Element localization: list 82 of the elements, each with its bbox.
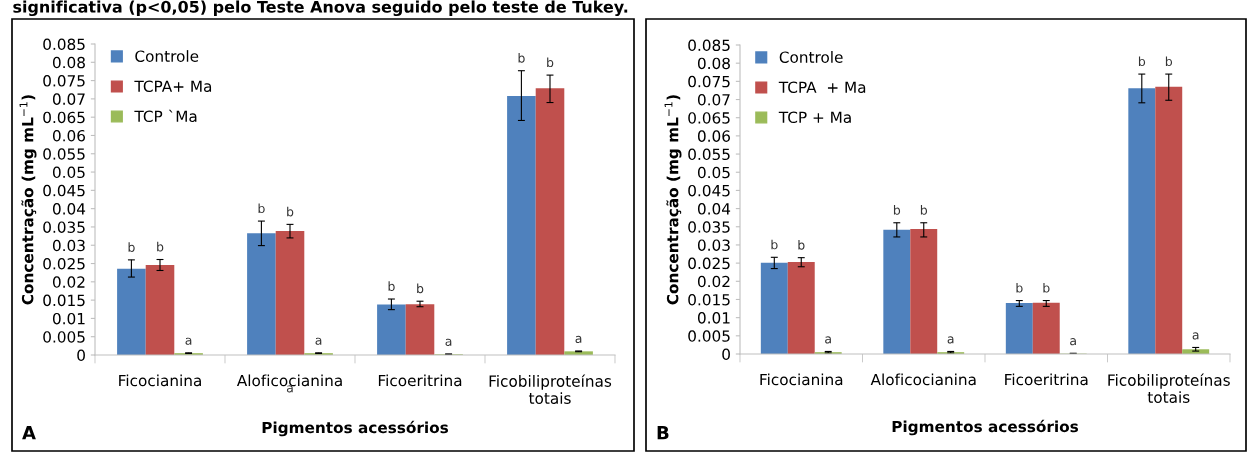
data-label: b [518, 53, 525, 63]
data-label: a [575, 335, 582, 343]
x-tick-label: Ficobiliproteínas totais [489, 374, 612, 404]
y-tick-label: 0.065 [43, 111, 85, 124]
data-label: b [920, 205, 928, 215]
data-label: b [1016, 282, 1023, 293]
text: A [22, 426, 36, 440]
data-label: a [445, 338, 452, 346]
legend-label: Controle [135, 50, 199, 62]
data-label: a [947, 336, 954, 344]
y-tick-label: 0.035 [43, 221, 85, 233]
y-tick-label: 0.07 [697, 93, 730, 106]
data-label: b [128, 242, 135, 252]
y-tick-label: 0.045 [43, 184, 85, 197]
y-tick-label: 0.02 [697, 275, 730, 288]
y-tick-label: 0.06 [697, 130, 731, 142]
y-tick-label: 0.015 [688, 293, 730, 306]
y-axis-title: Concentração (mg mL$^{−1}$) [19, 95, 37, 305]
data-label: b [287, 206, 294, 217]
y-tick-label: 0.005 [688, 330, 730, 342]
y-tick-label: 0.065 [688, 112, 730, 124]
y-tick-label: 0.055 [43, 148, 85, 160]
y-tick-label: 0.055 [688, 148, 730, 161]
data-label: a [1192, 332, 1199, 340]
data-label: a [315, 337, 322, 345]
y-tick-label: 0.04 [697, 203, 731, 215]
y-tick-label: 0.045 [688, 184, 730, 197]
y-tick-label: 0 [77, 349, 85, 362]
data-label: b [893, 205, 901, 215]
y-tick-label: 0.075 [688, 75, 730, 88]
data-label: b [417, 283, 424, 294]
x-tick-label: Aloficocianina [236, 374, 342, 387]
data-label: b [547, 57, 554, 68]
y-tick-label: 0.02 [52, 276, 85, 288]
y-tick-label: 0.08 [52, 56, 85, 69]
data-label: b [1138, 56, 1146, 67]
legend-label: TCPA + Ma [778, 81, 866, 93]
data-label: b [388, 281, 395, 292]
y-tick-label: 0.075 [43, 75, 85, 87]
y-tick-label: 0 [722, 348, 730, 361]
data-label: b [1043, 282, 1050, 293]
y-tick-label: 0.025 [43, 257, 85, 270]
data-label: b [798, 240, 805, 250]
y-tick-label: 0.06 [52, 129, 86, 142]
x-tick-label: Ficocianina [760, 373, 843, 386]
legend-label: TCPA+ Ma [134, 80, 212, 92]
data-label: b [1165, 56, 1173, 67]
x-axis-title: Pigmentos acessórios [892, 419, 1079, 436]
y-tick-label: 0.01 [697, 312, 730, 324]
data-label: b [258, 203, 265, 214]
y-tick-label: 0.03 [52, 239, 85, 252]
legend-label: TCP `Ma [134, 109, 197, 123]
data-label: a [185, 337, 192, 345]
y-tick-label: 0.08 [697, 57, 730, 70]
x-tick-label: Ficoeritrina [1005, 373, 1088, 386]
legend-label: Controle [779, 51, 843, 63]
text: B [657, 426, 669, 440]
y-tick-label: 0.05 [697, 166, 730, 179]
y-tick-label: 0.085 [43, 38, 85, 51]
y-tick-label: 0.01 [52, 312, 85, 325]
data-label: b [157, 241, 164, 252]
y-tick-label: 0.025 [688, 257, 730, 270]
text: significativa (p<0,05) pelo Teste Anova seguido pelo teste de Tukey. [13, 0, 628, 17]
y-tick-label: 0.035 [688, 221, 730, 233]
y-tick-label: 0.085 [688, 39, 730, 52]
y-tick-label: 0.005 [43, 331, 85, 343]
x-tick-label: Aloficocianina [870, 373, 976, 386]
y-axis-title: Concentração (mg mL$^{−1}$) [664, 95, 682, 305]
x-tick-label: Ficoeritrina [378, 374, 462, 387]
y-tick-label: 0.05 [52, 166, 85, 179]
data-label: b [771, 239, 778, 250]
y-tick-label: 0.07 [52, 93, 85, 105]
x-tick-label: Ficocianina [119, 374, 201, 387]
y-tick-label: 0.03 [697, 239, 730, 251]
data-label: a [1070, 338, 1076, 346]
legend-label: TCP + Ma [778, 111, 851, 124]
y-tick-label: 0.015 [43, 294, 85, 307]
data-label: a [825, 336, 831, 344]
x-tick-label: Ficobiliproteínas totais [1108, 373, 1230, 403]
y-tick-label: 0.04 [52, 203, 86, 215]
text: a [286, 385, 293, 393]
x-axis-title: Pigmentos acessórios [262, 420, 449, 437]
